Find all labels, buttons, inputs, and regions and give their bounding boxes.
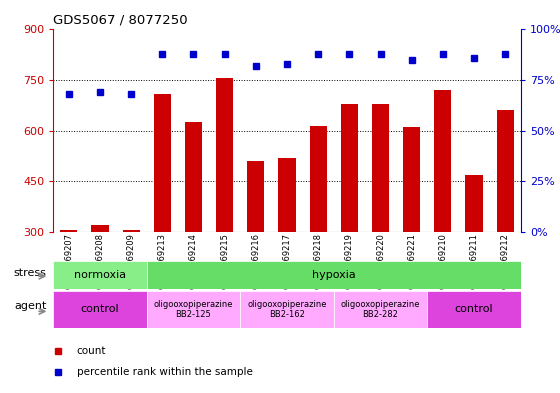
Text: oligooxopiperazine
BB2-162: oligooxopiperazine BB2-162 (248, 300, 326, 319)
Text: control: control (81, 305, 119, 314)
Text: count: count (77, 346, 106, 356)
Bar (435, 90, 451, 232)
Bar (403, 127, 420, 232)
Text: oligooxopiperazine
BB2-125: oligooxopiperazine BB2-125 (154, 300, 233, 319)
Bar (53, 291, 147, 328)
Text: GDS5067 / 8077250: GDS5067 / 8077250 (53, 14, 188, 27)
Bar (372, 104, 389, 232)
Text: agent: agent (14, 301, 46, 311)
Text: oligooxopiperazine
BB2-282: oligooxopiperazine BB2-282 (341, 300, 420, 319)
Bar (465, 174, 483, 232)
Bar (248, 161, 264, 232)
Bar (185, 122, 202, 232)
Text: stress: stress (14, 268, 46, 278)
Bar (310, 126, 326, 232)
Bar (147, 261, 521, 289)
Bar (497, 110, 514, 232)
Bar (154, 94, 171, 232)
Text: percentile rank within the sample: percentile rank within the sample (77, 367, 253, 377)
Bar (91, 225, 109, 232)
Bar (147, 291, 240, 328)
Bar (427, 291, 521, 328)
Text: normoxia: normoxia (74, 270, 126, 280)
Bar (240, 291, 334, 328)
Bar (341, 104, 358, 232)
Bar (334, 291, 427, 328)
Bar (53, 261, 147, 289)
Bar (60, 230, 77, 232)
Text: control: control (455, 305, 493, 314)
Bar (123, 230, 139, 232)
Text: hypoxia: hypoxia (312, 270, 356, 280)
Bar (216, 78, 233, 232)
Bar (278, 158, 296, 232)
